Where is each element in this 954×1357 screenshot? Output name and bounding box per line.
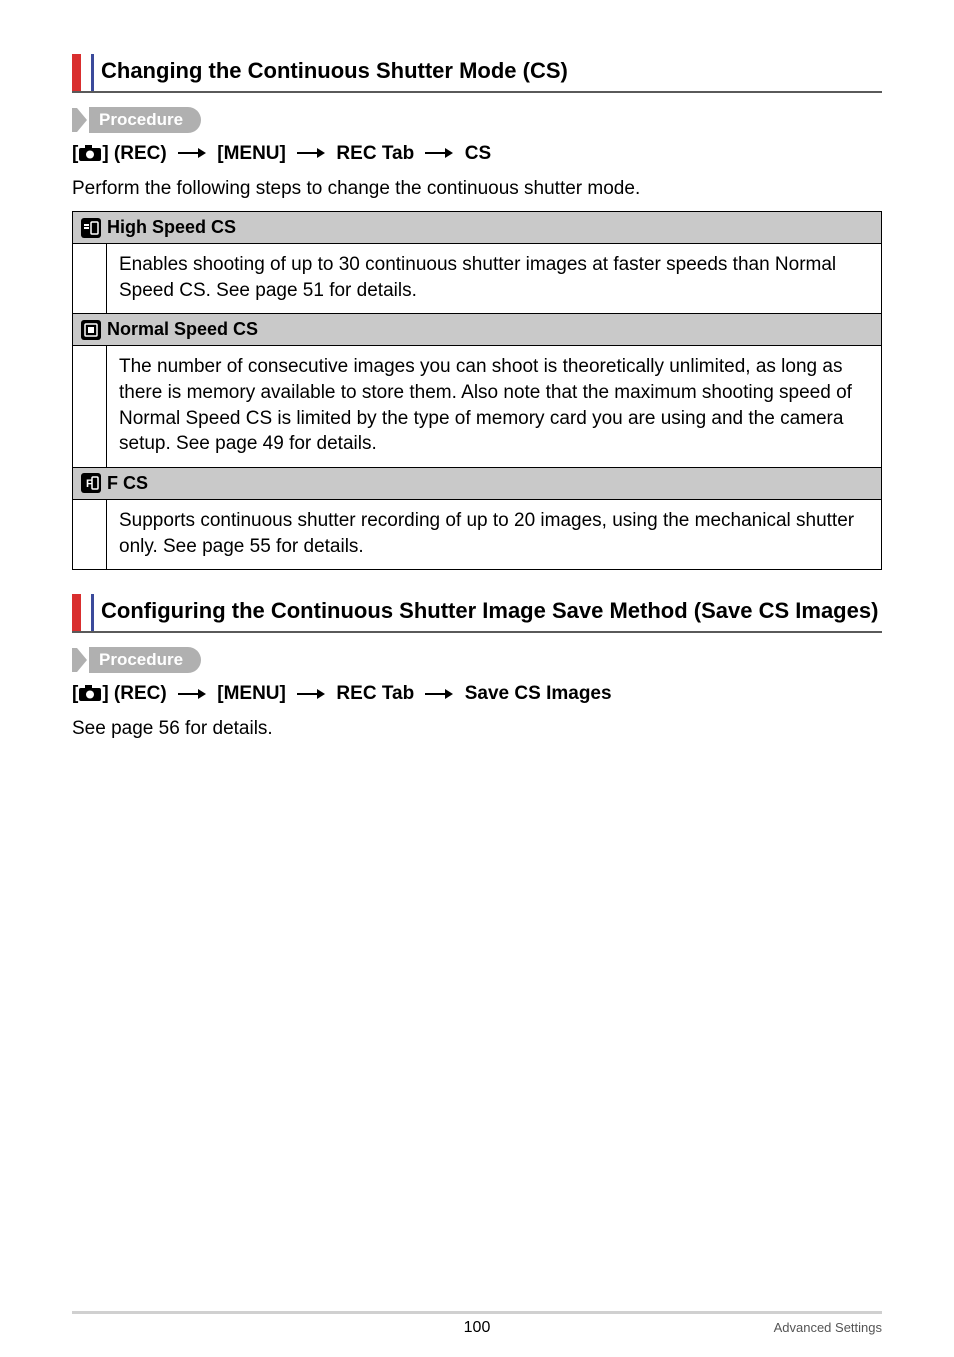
menu-path-cs: [] (REC) [MENU] REC Tab CS	[72, 143, 882, 168]
arrow-icon	[297, 147, 325, 159]
arrow-icon	[178, 147, 206, 159]
mode-description: The number of consecutive images you can…	[107, 346, 881, 467]
menu-path-save-cs: [] (REC) [MENU] REC Tab Save CS Images	[72, 683, 882, 708]
camera-icon	[78, 144, 102, 168]
mode-title: Normal Speed CS	[107, 319, 258, 340]
mode-description: Enables shooting of up to 30 continuous …	[107, 244, 881, 313]
section2-body: See page 56 for details.	[72, 716, 882, 742]
table-row-header: Normal Speed CS	[73, 313, 881, 346]
table-row-header: High Speed CS	[73, 212, 881, 244]
arrow-icon	[297, 688, 325, 700]
table-row: Supports continuous shutter recording of…	[73, 500, 881, 569]
mode-description: Supports continuous shutter recording of…	[107, 500, 881, 569]
procedure-label-text: Procedure	[89, 647, 201, 673]
heading-text: Configuring the Continuous Shutter Image…	[101, 594, 878, 631]
procedure-chevron-icon	[77, 108, 87, 132]
red-accent-bar	[72, 594, 81, 631]
page-number: 100	[464, 1319, 491, 1337]
footer-section-name: Advanced Settings	[774, 1320, 882, 1335]
section-heading-save-cs: Configuring the Continuous Shutter Image…	[72, 594, 882, 633]
mode-title: High Speed CS	[107, 217, 236, 238]
cs-modes-table: High Speed CS Enables shooting of up to 3…	[72, 211, 882, 570]
mode-f-icon: F	[81, 473, 101, 493]
arrow-icon	[425, 147, 453, 159]
mode-title: F CS	[107, 473, 148, 494]
blue-accent-bar	[91, 594, 94, 631]
heading-text: Changing the Continuous Shutter Mode (CS…	[101, 54, 568, 91]
procedure-label: Procedure	[72, 107, 882, 133]
mode-ns-icon	[81, 320, 101, 340]
procedure-label-text: Procedure	[89, 107, 201, 133]
blue-accent-bar	[91, 54, 94, 91]
camera-icon	[78, 684, 102, 708]
page-footer: 100 Advanced Settings	[72, 1311, 882, 1335]
table-row: Enables shooting of up to 30 continuous …	[73, 244, 881, 313]
intro-text: Perform the following steps to change th…	[72, 176, 882, 202]
red-accent-bar	[72, 54, 81, 91]
table-row: The number of consecutive images you can…	[73, 346, 881, 467]
arrow-icon	[425, 688, 453, 700]
procedure-label: Procedure	[72, 647, 882, 673]
mode-hs-icon	[81, 218, 101, 238]
table-left-spacer	[73, 500, 107, 569]
procedure-chevron-icon	[77, 648, 87, 672]
section-heading-cs-mode: Changing the Continuous Shutter Mode (CS…	[72, 54, 882, 93]
table-row-header: F F CS	[73, 467, 881, 500]
table-left-spacer	[73, 346, 107, 467]
arrow-icon	[178, 688, 206, 700]
table-left-spacer	[73, 244, 107, 313]
